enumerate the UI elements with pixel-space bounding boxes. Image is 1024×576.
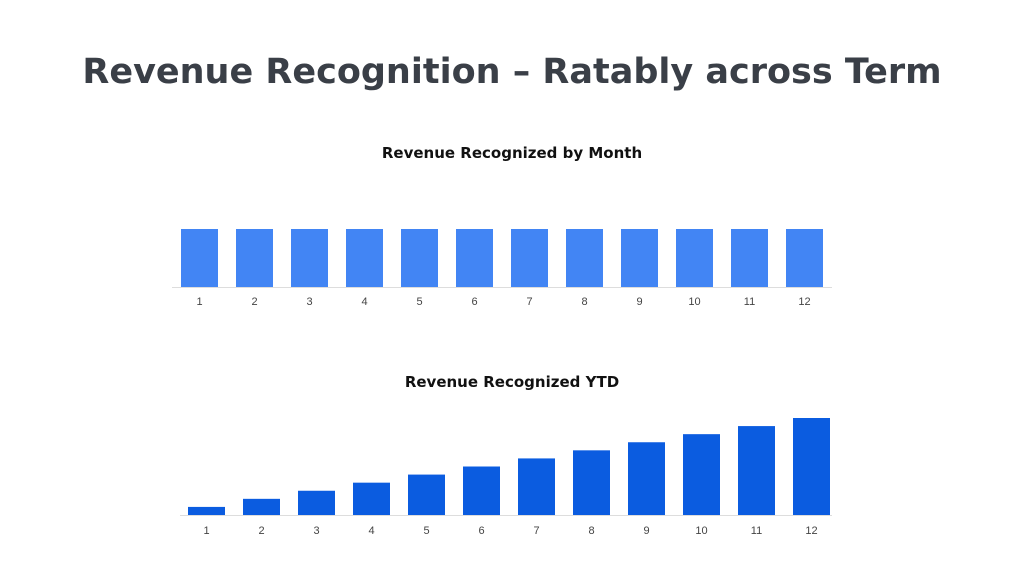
slide-title: Revenue Recognition – Ratably across Ter… [82,52,942,92]
bar-ytd-5 [408,474,445,515]
bar-ytd-9 [628,442,665,515]
bar-ytd-8 [573,450,610,515]
bar-monthly-10 [676,229,713,287]
tick-label-monthly: 2 [251,296,257,308]
tick-label-monthly: 9 [636,296,642,308]
bar-ytd-1 [188,506,225,515]
tick-label-ytd: 6 [478,525,484,537]
tick-label-ytd: 2 [258,525,264,537]
tick-label-monthly: 12 [798,296,810,308]
bar-ytd-10 [683,434,720,515]
bar-ytd-6 [463,466,500,515]
bar-ytd-11 [738,426,775,515]
chart-title-monthly: Revenue Recognized by Month [381,144,643,162]
bar-ytd-4 [353,482,390,515]
tick-label-ytd: 9 [643,525,649,537]
tick-label-monthly: 8 [581,296,587,308]
bar-monthly-6 [456,229,493,287]
tick-label-monthly: 5 [416,296,422,308]
bar-monthly-7 [511,229,548,287]
bar-monthly-9 [621,229,658,287]
tick-label-monthly: 7 [526,296,532,308]
tick-label-ytd: 5 [423,525,429,537]
tick-label-ytd: 4 [368,525,374,537]
bar-monthly-8 [566,229,603,287]
tick-label-monthly: 3 [306,296,312,308]
bar-monthly-1 [181,229,218,287]
bar-monthly-3 [291,229,328,287]
chart-title-ytd: Revenue Recognized YTD [404,373,620,391]
tick-label-ytd: 12 [805,525,817,537]
tick-label-monthly: 6 [471,296,477,308]
tick-label-ytd: 10 [695,525,707,537]
bar-monthly-12 [786,229,823,287]
bar-ytd-12 [793,418,830,515]
bar-monthly-5 [401,229,438,287]
bar-ytd-7 [518,458,555,515]
bar-ytd-3 [298,490,335,515]
tick-label-monthly: 4 [361,296,367,308]
tick-label-ytd: 7 [533,525,539,537]
bar-ytd-2 [243,498,280,515]
tick-label-monthly: 10 [688,296,700,308]
tick-label-monthly: 11 [744,296,755,308]
tick-label-ytd: 3 [313,525,319,537]
bar-monthly-11 [731,229,768,287]
tick-label-ytd: 1 [203,525,209,537]
tick-label-ytd: 11 [751,525,762,537]
tick-label-ytd: 8 [588,525,594,537]
tick-label-monthly: 1 [196,296,202,308]
bar-monthly-4 [346,229,383,287]
bar-monthly-2 [236,229,273,287]
